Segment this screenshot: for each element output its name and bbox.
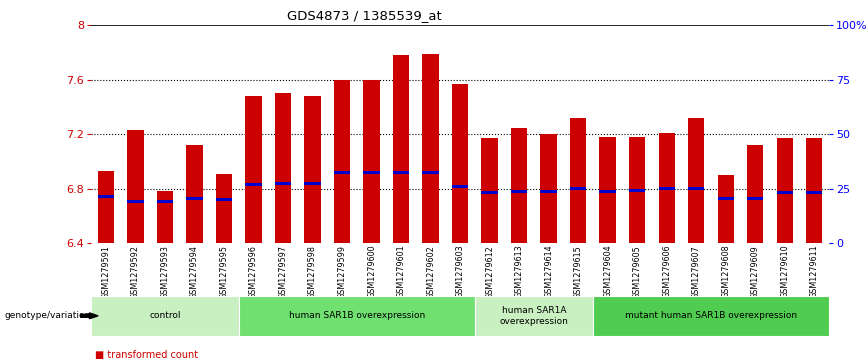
Bar — [541, 134, 556, 243]
Bar — [747, 197, 763, 200]
Bar — [157, 200, 173, 203]
Text: GSM1279594: GSM1279594 — [190, 245, 199, 299]
Bar — [777, 138, 792, 243]
Text: GSM1279612: GSM1279612 — [485, 245, 494, 298]
Bar — [239, 296, 475, 336]
Text: GSM1279613: GSM1279613 — [515, 245, 523, 298]
Bar — [600, 137, 615, 243]
Text: GSM1279604: GSM1279604 — [603, 245, 612, 298]
Bar — [334, 171, 350, 174]
Bar — [600, 190, 615, 193]
Text: GSM1279608: GSM1279608 — [721, 245, 730, 298]
Bar — [659, 133, 674, 243]
Bar — [718, 197, 733, 200]
Bar — [216, 174, 232, 243]
Text: GSM1279602: GSM1279602 — [426, 245, 435, 298]
Bar — [393, 55, 409, 243]
Bar — [511, 190, 527, 193]
Bar — [423, 171, 438, 174]
Bar — [216, 198, 232, 201]
Text: genotype/variation: genotype/variation — [4, 311, 90, 320]
Bar — [187, 145, 202, 243]
Text: GSM1279598: GSM1279598 — [308, 245, 317, 299]
Text: GSM1279605: GSM1279605 — [633, 245, 641, 298]
Bar — [688, 118, 704, 243]
Text: GSM1279609: GSM1279609 — [751, 245, 760, 298]
Bar — [688, 187, 704, 190]
Bar — [777, 191, 792, 194]
Bar — [482, 138, 497, 243]
Text: GSM1279610: GSM1279610 — [780, 245, 789, 298]
Bar — [747, 145, 763, 243]
Bar — [452, 184, 468, 188]
Text: GSM1279601: GSM1279601 — [397, 245, 405, 298]
Bar — [275, 94, 291, 243]
Bar — [541, 190, 556, 193]
Bar — [128, 200, 143, 203]
Bar — [246, 183, 261, 186]
Text: GSM1279593: GSM1279593 — [161, 245, 169, 299]
Text: GSM1279596: GSM1279596 — [249, 245, 258, 299]
Text: control: control — [149, 311, 181, 320]
Bar — [246, 96, 261, 243]
Text: human SAR1A
overexpression: human SAR1A overexpression — [499, 306, 569, 326]
Bar — [570, 187, 586, 190]
Text: GSM1279592: GSM1279592 — [131, 245, 140, 299]
Bar — [570, 118, 586, 243]
Text: GSM1279603: GSM1279603 — [456, 245, 464, 298]
Bar — [659, 187, 674, 190]
Text: GSM1279595: GSM1279595 — [220, 245, 228, 299]
Text: GSM1279614: GSM1279614 — [544, 245, 553, 298]
Bar — [393, 171, 409, 174]
Bar — [511, 127, 527, 243]
Bar — [128, 130, 143, 243]
Bar — [157, 192, 173, 243]
Bar — [718, 175, 733, 243]
Bar — [187, 197, 202, 200]
Bar — [482, 191, 497, 194]
Text: GDS4873 / 1385539_at: GDS4873 / 1385539_at — [287, 9, 442, 22]
Bar — [593, 296, 829, 336]
Bar — [452, 84, 468, 243]
Bar — [98, 171, 114, 243]
Bar — [305, 96, 320, 243]
Text: GSM1279600: GSM1279600 — [367, 245, 376, 298]
Bar — [364, 171, 379, 174]
Bar — [629, 137, 645, 243]
Bar — [98, 195, 114, 199]
Text: GSM1279607: GSM1279607 — [692, 245, 700, 298]
Text: mutant human SAR1B overexpression: mutant human SAR1B overexpression — [625, 311, 797, 320]
Text: GSM1279599: GSM1279599 — [338, 245, 346, 299]
Text: GSM1279606: GSM1279606 — [662, 245, 671, 298]
Bar — [629, 189, 645, 192]
Bar — [334, 80, 350, 243]
Bar — [423, 54, 438, 243]
Text: GSM1279591: GSM1279591 — [102, 245, 110, 299]
Text: human SAR1B overexpression: human SAR1B overexpression — [289, 311, 424, 320]
Bar — [275, 182, 291, 185]
Bar — [806, 138, 822, 243]
Bar — [305, 182, 320, 185]
Text: GSM1279611: GSM1279611 — [810, 245, 819, 298]
Bar — [364, 80, 379, 243]
Text: ■ transformed count: ■ transformed count — [95, 350, 199, 360]
Text: GSM1279597: GSM1279597 — [279, 245, 287, 299]
Bar — [91, 296, 239, 336]
Text: GSM1279615: GSM1279615 — [574, 245, 582, 298]
Bar — [806, 191, 822, 194]
Bar — [475, 296, 593, 336]
